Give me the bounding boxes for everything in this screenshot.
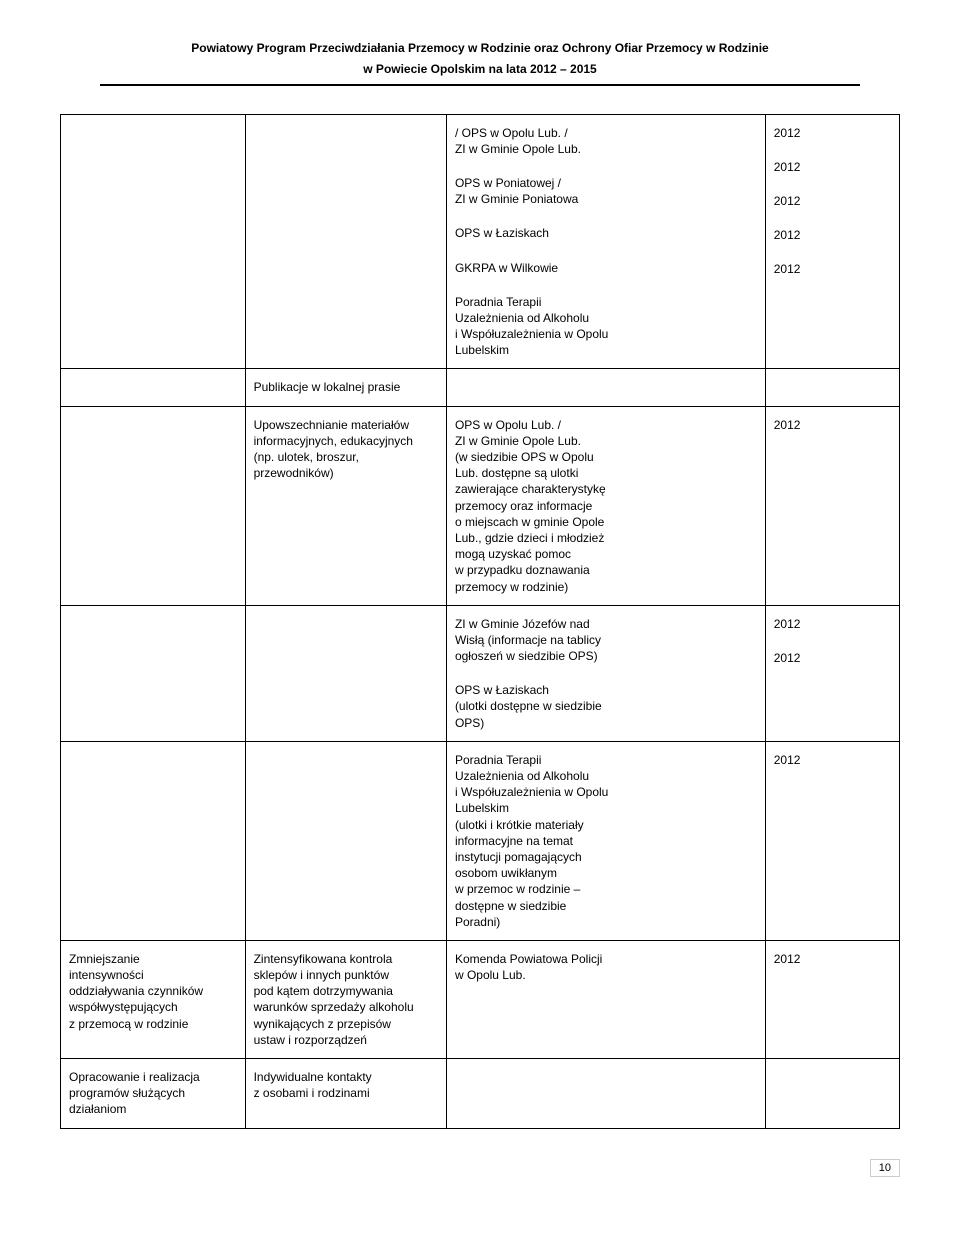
table-row: / OPS w Opolu Lub. / ZI w Gminie Opole L… (61, 114, 900, 369)
cell-col4 (765, 369, 899, 406)
cell-col2: Zintensyfikowana kontrola sklepów i inny… (245, 940, 446, 1058)
cell-col3: / OPS w Opolu Lub. / ZI w Gminie Opole L… (446, 114, 765, 369)
cell-col3-block: GKRPA w Wilkowie (455, 260, 757, 276)
cell-col3 (446, 369, 765, 406)
cell-col1 (61, 605, 246, 741)
year-value: 2012 (774, 650, 891, 666)
year-value: 2012 (774, 125, 891, 141)
cell-col2 (245, 605, 446, 741)
table-row: Upowszechnianie materiałów informacyjnyc… (61, 406, 900, 605)
cell-col3 (446, 1059, 765, 1129)
table-row: Publikacje w lokalnej prasie (61, 369, 900, 406)
cell-col4: 2012 (765, 406, 899, 605)
year-value: 2012 (774, 227, 891, 243)
cell-col1: Zmniejszanie intensywności oddziaływania… (61, 940, 246, 1058)
cell-col2 (245, 741, 446, 940)
cell-col3-block: OPS w Łaziskach (455, 225, 757, 241)
year-value: 2012 (774, 159, 891, 175)
cell-col3-block: Poradnia Terapii Uzależnienia od Alkohol… (455, 294, 757, 359)
cell-col1 (61, 114, 246, 369)
year-value: 2012 (774, 261, 891, 277)
cell-col1 (61, 741, 246, 940)
table-row: Zmniejszanie intensywności oddziaływania… (61, 940, 900, 1058)
year-value: 2012 (774, 616, 891, 632)
cell-col4: 2012 (765, 741, 899, 940)
cell-col2: Upowszechnianie materiałów informacyjnyc… (245, 406, 446, 605)
cell-col4: 2012 (765, 940, 899, 1058)
year-value: 2012 (774, 193, 891, 209)
cell-col3-block: OPS w Poniatowej / ZI w Gminie Poniatowa (455, 175, 757, 207)
cell-col3-block: OPS w Opolu Lub. / ZI w Gminie Opole Lub… (455, 417, 757, 595)
doc-header-line1: Powiatowy Program Przeciwdziałania Przem… (60, 40, 900, 57)
cell-col3-block: OPS w Łaziskach (ulotki dostępne w siedz… (455, 682, 757, 731)
table-row: ZI w Gminie Józefów nad Wisłą (informacj… (61, 605, 900, 741)
cell-col3: Komenda Powiatowa Policji w Opolu Lub. (446, 940, 765, 1058)
cell-col2: Indywidualne kontakty z osobami i rodzin… (245, 1059, 446, 1129)
year-value: 2012 (774, 752, 891, 768)
cell-col3: Poradnia Terapii Uzależnienia od Alkohol… (446, 741, 765, 940)
cell-col4: 2012 2012 2012 2012 2012 (765, 114, 899, 369)
cell-col1: Opracowanie i realizacja programów służą… (61, 1059, 246, 1129)
doc-header-line2: w Powiecie Opolskim na lata 2012 – 2015 (60, 61, 900, 78)
cell-col3: ZI w Gminie Józefów nad Wisłą (informacj… (446, 605, 765, 741)
cell-col1 (61, 369, 246, 406)
cell-col3-block: Poradnia Terapii Uzależnienia od Alkohol… (455, 752, 757, 930)
cell-col3: OPS w Opolu Lub. / ZI w Gminie Opole Lub… (446, 406, 765, 605)
cell-col1 (61, 406, 246, 605)
cell-col3-block: / OPS w Opolu Lub. / ZI w Gminie Opole L… (455, 125, 757, 157)
year-value: 2012 (774, 951, 891, 967)
cell-col4: 2012 2012 (765, 605, 899, 741)
header-rule (100, 84, 860, 86)
cell-col3-block: ZI w Gminie Józefów nad Wisłą (informacj… (455, 616, 757, 665)
table-row: Poradnia Terapii Uzależnienia od Alkohol… (61, 741, 900, 940)
cell-col4 (765, 1059, 899, 1129)
year-value: 2012 (774, 417, 891, 433)
cell-col2 (245, 114, 446, 369)
cell-col2: Publikacje w lokalnej prasie (245, 369, 446, 406)
cell-col3-block: Komenda Powiatowa Policji w Opolu Lub. (455, 951, 757, 983)
table-row: Opracowanie i realizacja programów służą… (61, 1059, 900, 1129)
program-table: / OPS w Opolu Lub. / ZI w Gminie Opole L… (60, 114, 900, 1129)
page-number: 10 (870, 1159, 900, 1177)
